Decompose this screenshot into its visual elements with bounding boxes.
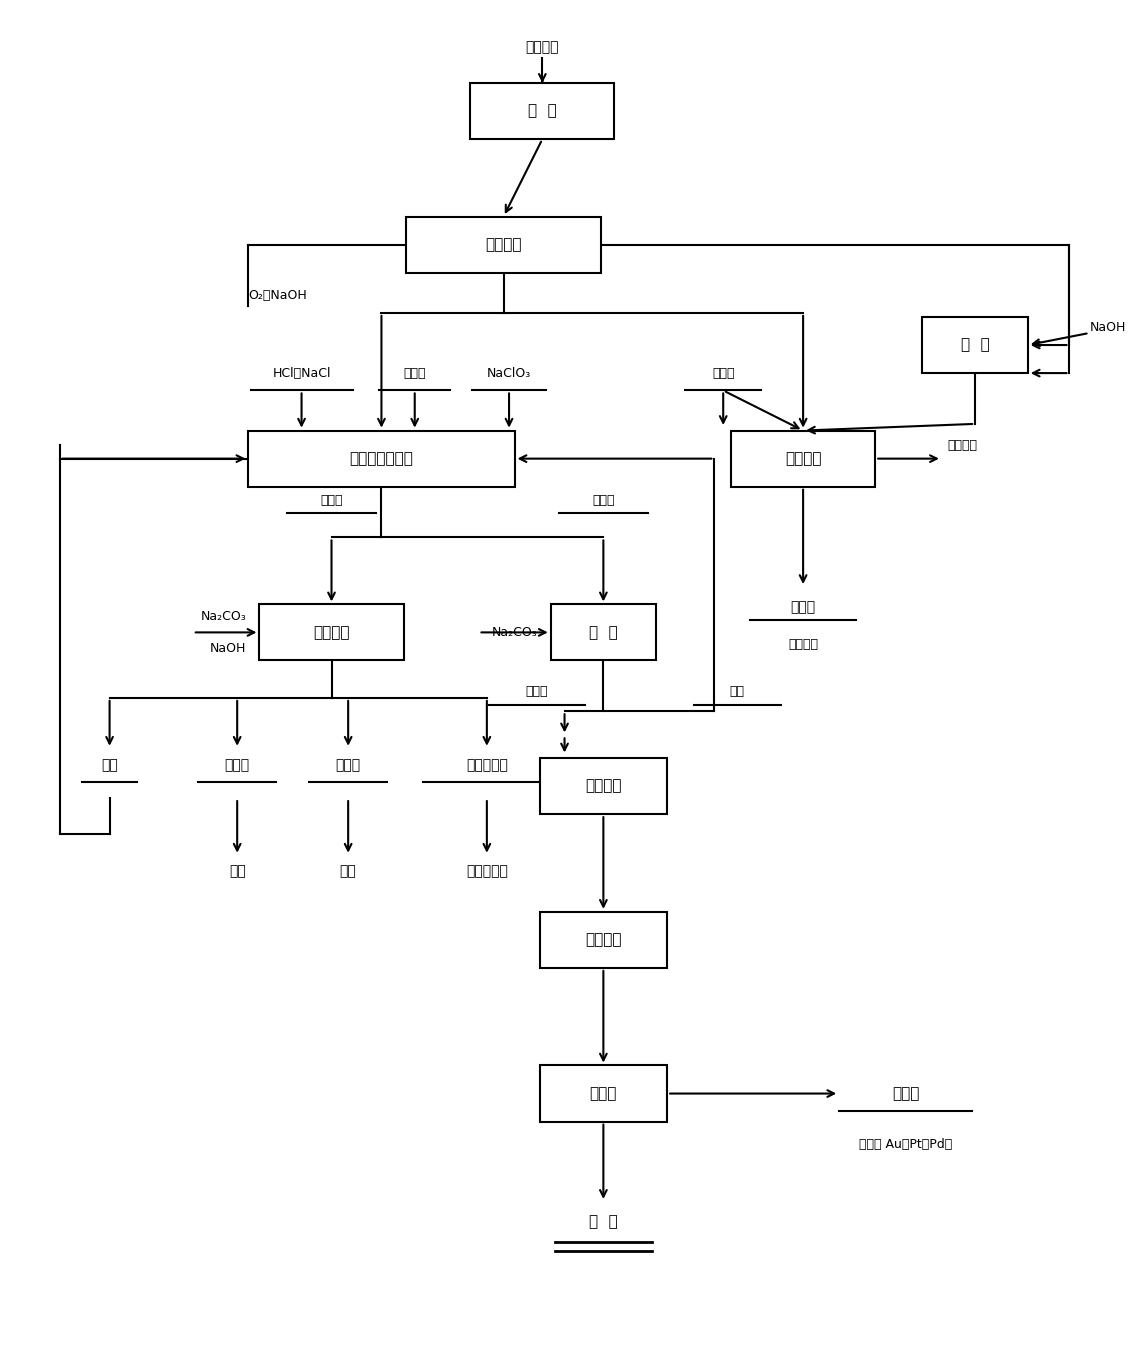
Text: Na₂CO₃: Na₂CO₃ <box>200 609 246 623</box>
Bar <box>731 430 875 487</box>
Text: 脱砷液: 脱砷液 <box>712 367 734 379</box>
Bar <box>470 83 614 139</box>
Text: 碱式碳酸铜: 碱式碳酸铜 <box>466 757 507 772</box>
Text: NaOH: NaOH <box>1090 321 1126 334</box>
Text: 银  锭: 银 锭 <box>589 1215 617 1229</box>
Text: 氯氧锑: 氯氧锑 <box>225 757 250 772</box>
Text: 后液: 后液 <box>101 757 118 772</box>
Text: 结晶母液: 结晶母液 <box>948 438 977 452</box>
Text: NaOH: NaOH <box>210 642 246 655</box>
Text: 砷酸钠: 砷酸钠 <box>791 600 816 615</box>
Text: 氧压碱浸: 氧压碱浸 <box>486 237 522 253</box>
Text: 铅阳极泥: 铅阳极泥 <box>526 40 560 54</box>
Bar <box>923 317 1028 373</box>
Bar <box>260 604 404 660</box>
Text: 氯氧铋: 氯氧铋 <box>336 757 361 772</box>
Text: NaClO₃: NaClO₃ <box>487 367 531 379</box>
Text: （回收铜）: （回收铜） <box>466 865 507 878</box>
Text: 浸出液: 浸出液 <box>592 494 615 507</box>
Text: 锑白: 锑白 <box>229 865 245 878</box>
Text: 滤液: 滤液 <box>729 685 745 698</box>
Text: （回收 Au、Pt、Pd）: （回收 Au、Pt、Pd） <box>859 1138 952 1151</box>
Text: 转  型: 转 型 <box>589 625 617 640</box>
Text: 氧化精炼: 氧化精炼 <box>586 932 622 947</box>
Text: HCl、NaCl: HCl、NaCl <box>272 367 330 379</box>
Text: 铋锭: 铋锭 <box>339 865 356 878</box>
Text: 銀电解: 銀电解 <box>590 1085 617 1102</box>
Text: 球  磨: 球 磨 <box>528 104 557 118</box>
Text: 脱砷液: 脱砷液 <box>403 367 426 379</box>
Text: O₂、NaOH: O₂、NaOH <box>249 289 308 303</box>
Text: 再  生: 再 生 <box>960 338 990 352</box>
Text: 转型液: 转型液 <box>526 685 548 698</box>
Bar <box>406 217 600 273</box>
Bar <box>550 604 656 660</box>
Text: （外管）: （外管） <box>788 638 818 651</box>
Text: 控电位氯化浸出: 控电位氯化浸出 <box>350 451 413 467</box>
Text: 冷却结晶: 冷却结晶 <box>785 451 822 467</box>
Text: 分步水解: 分步水解 <box>313 625 350 640</box>
Bar <box>539 912 667 968</box>
Text: 还原熔炼: 还原熔炼 <box>586 779 622 794</box>
Text: 浸出液: 浸出液 <box>320 494 343 507</box>
Bar <box>249 430 514 487</box>
Bar <box>539 1065 667 1122</box>
Text: 阳极泥: 阳极泥 <box>892 1085 919 1102</box>
Bar <box>539 759 667 814</box>
Text: Na₂CO₃: Na₂CO₃ <box>491 625 537 639</box>
